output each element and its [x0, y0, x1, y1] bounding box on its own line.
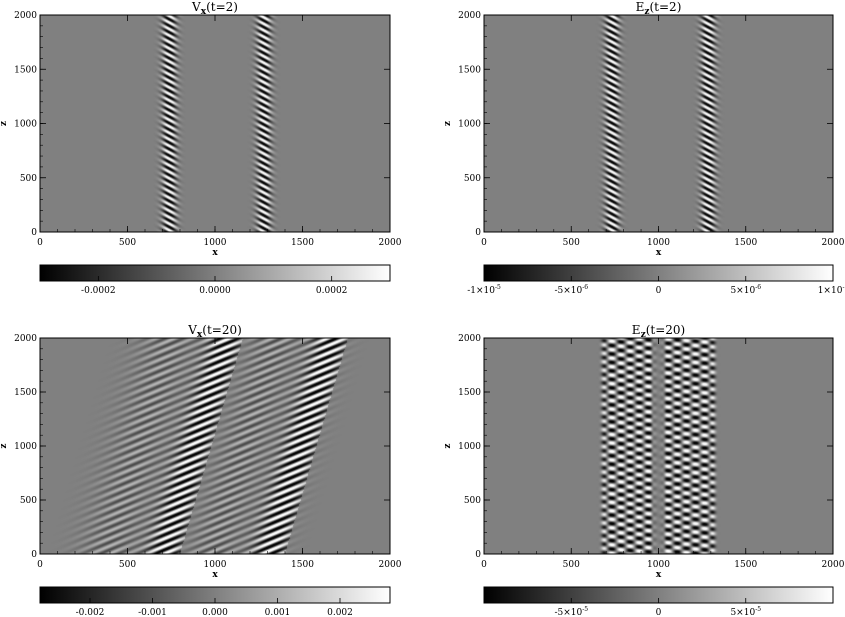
y-tick-label: 500 — [464, 496, 481, 506]
x-tick-label: 500 — [119, 560, 136, 570]
x-tick-label: 1000 — [204, 238, 227, 248]
y-tick-label: 2000 — [458, 11, 481, 21]
panel-4: Ez(t=20) 0 500 1000 1500 2000 x 0 500 1000 1500 200… — [443, 323, 845, 617]
x-tick-label: 1500 — [291, 238, 314, 248]
y-tick-label: 1500 — [14, 65, 37, 75]
x-tick-label: 2000 — [379, 238, 402, 248]
colorbar-tick-label: 0.001 — [265, 608, 291, 617]
y-tick-label: 0 — [475, 228, 481, 238]
y-tick-label: 1000 — [14, 442, 37, 452]
colorbar-tick-label: 0.002 — [327, 608, 353, 617]
y-tick-label: 500 — [20, 496, 37, 506]
x-tick-label: 2000 — [822, 238, 845, 248]
heatmap-image — [484, 338, 833, 554]
x-axis-label: x — [656, 570, 662, 580]
colorbar-tick-label: -5×10-5 — [554, 606, 588, 617]
heatmap-image — [484, 15, 833, 232]
x-axis-label: x — [656, 248, 662, 258]
colorbar-tick-label: -0.001 — [138, 608, 167, 617]
x-tick-label: 1500 — [734, 238, 757, 248]
x-axis-label: x — [212, 248, 218, 258]
x-tick-label: 0 — [481, 238, 487, 248]
y-axis-label: z — [443, 443, 453, 448]
colorbar-tick-label: -5×10-6 — [554, 284, 588, 296]
y-tick-label: 1000 — [14, 120, 37, 130]
y-tick-label: 2000 — [458, 334, 481, 344]
colorbar-tick-label: 0 — [656, 286, 662, 296]
colorbar-tick-label: -1×10-5 — [467, 284, 501, 296]
panel-title: Ez(t=20) — [632, 323, 685, 340]
panel-title: Vx(t=2) — [191, 0, 238, 17]
y-tick-label: 2000 — [14, 334, 37, 344]
colorbar-tick-label: 5×10-6 — [730, 284, 761, 296]
y-tick-label: 0 — [31, 228, 37, 238]
x-tick-label: 0 — [37, 560, 43, 570]
heatmap-image — [40, 338, 390, 554]
x-tick-label: 1000 — [647, 238, 670, 248]
y-tick-label: 0 — [475, 550, 481, 560]
colorbar-tick-label: 0 — [656, 608, 662, 617]
colorbar-tick-label: 0.0002 — [316, 286, 348, 296]
y-tick-label: 1500 — [458, 388, 481, 398]
colorbar-tick-label: -0.002 — [76, 608, 105, 617]
x-tick-label: 1000 — [204, 560, 227, 570]
y-tick-label: 1000 — [458, 442, 481, 452]
x-tick-label: 0 — [37, 238, 43, 248]
panel-title: Vx(t=20) — [187, 323, 242, 340]
y-axis-label: z — [443, 121, 453, 126]
colorbar-tick-label: 0.0000 — [199, 286, 231, 296]
y-tick-label: 0 — [31, 550, 37, 560]
x-tick-label: 0 — [481, 560, 487, 570]
x-tick-label: 1000 — [647, 560, 670, 570]
y-tick-label: 500 — [464, 174, 481, 184]
panel-title: Ez(t=2) — [636, 0, 682, 17]
y-axis-label: z — [0, 121, 9, 126]
x-tick-label: 1500 — [291, 560, 314, 570]
x-axis-label: x — [212, 570, 218, 580]
panel-3: Vx(t=20) 0 500 1000 1500 2000 x 0 500 1000 1500 200… — [0, 323, 402, 617]
colorbar-tick-label: -0.0002 — [81, 286, 116, 296]
colorbar-tick-label: 1×10-5 — [818, 284, 845, 296]
x-tick-label: 500 — [119, 238, 136, 248]
y-tick-label: 500 — [20, 174, 37, 184]
panel-2: Ez(t=2) 0 500 1000 1500 2000 x 0 500 1000 1500 2000… — [443, 0, 845, 296]
y-tick-label: 2000 — [14, 11, 37, 21]
colorbar-tick-label: 5×10-5 — [730, 606, 761, 617]
x-tick-label: 1500 — [734, 560, 757, 570]
y-axis-label: z — [0, 443, 9, 448]
x-tick-label: 2000 — [379, 560, 402, 570]
y-tick-label: 1500 — [458, 65, 481, 75]
heatmap-image — [40, 15, 390, 232]
colorbar-tick-label: 0.000 — [202, 608, 228, 617]
x-tick-label: 500 — [563, 238, 580, 248]
y-tick-label: 1000 — [458, 120, 481, 130]
panel-1: Vx(t=2) 0 500 1000 1500 2000 x 0 500 1000 1500 2000… — [0, 0, 402, 296]
x-tick-label: 2000 — [822, 560, 845, 570]
x-tick-label: 500 — [563, 560, 580, 570]
y-tick-label: 1500 — [14, 388, 37, 398]
